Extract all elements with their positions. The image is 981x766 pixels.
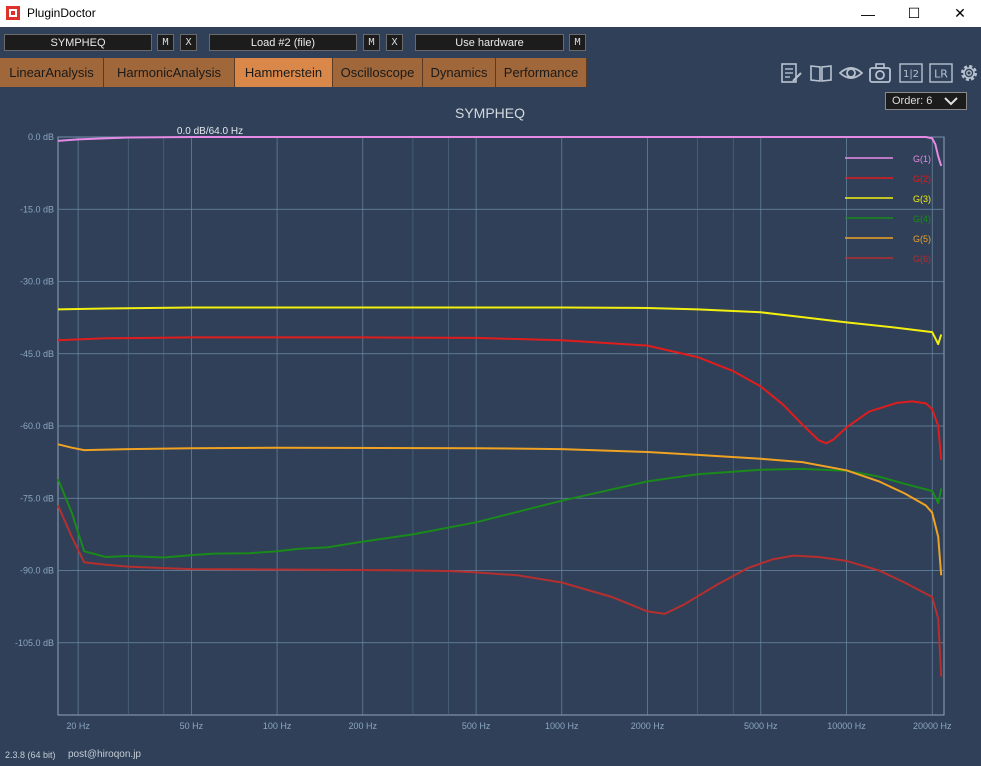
x-tick-label: 100 Hz xyxy=(263,721,292,731)
plugin-b-remove-button[interactable]: X xyxy=(386,34,403,51)
x-tick-label: 20000 Hz xyxy=(913,721,952,731)
cursor-readout: 0.0 dB/64.0 Hz xyxy=(177,126,243,137)
plugin-a-remove-button[interactable]: X xyxy=(180,34,197,51)
tab-linear-analysis[interactable]: LinearAnalysis xyxy=(0,58,104,87)
plugin-b-menu-button[interactable]: M xyxy=(363,34,380,51)
tab-performance[interactable]: Performance xyxy=(496,58,587,87)
order-select-label: Order: 6 xyxy=(892,95,933,107)
eye-icon[interactable] xyxy=(839,62,863,84)
hardware-menu-button[interactable]: M xyxy=(569,34,586,51)
x-tick-label: 1000 Hz xyxy=(545,721,579,731)
x-tick-label: 10000 Hz xyxy=(827,721,866,731)
analysis-tabs: LinearAnalysis HarmonicAnalysis Hammerst… xyxy=(0,58,981,87)
close-button[interactable]: ✕ xyxy=(954,5,966,21)
y-axis-labels: 0.0 dB -15.0 dB -30.0 dB -45.0 dB -60.0 dB -7… xyxy=(15,132,54,648)
x-tick-label: 200 Hz xyxy=(349,721,378,731)
series-line-g4 xyxy=(57,467,943,559)
x-tick-label: 2000 Hz xyxy=(631,721,665,731)
series-line-g1 xyxy=(57,136,943,167)
chart-series xyxy=(57,136,943,677)
window-title: PluginDoctor xyxy=(27,6,96,20)
y-tick-label: -30.0 dB xyxy=(20,277,54,287)
chart-title: SYMPHEQ xyxy=(455,105,525,121)
use-hardware-field[interactable]: Use hardware xyxy=(415,34,564,51)
maximize-button[interactable]: ☐ xyxy=(907,5,921,21)
y-tick-label: 0.0 dB xyxy=(28,132,54,142)
tab-hammerstein[interactable]: Hammerstein xyxy=(235,58,333,87)
y-tick-label: -15.0 dB xyxy=(20,204,54,214)
chart-legend: G(1) G(2) G(3) G(4) G(5) G(6) xyxy=(845,154,931,264)
x-tick-label: 20 Hz xyxy=(66,721,90,731)
plugin-b-field[interactable]: Load #2 (file) xyxy=(209,34,357,51)
series-line-g2 xyxy=(57,336,943,460)
x-axis-labels: 20 Hz 50 Hz 100 Hz 200 Hz 500 Hz 1000 Hz 2000 … xyxy=(66,721,952,731)
chart-grid xyxy=(57,136,945,716)
gear-icon[interactable] xyxy=(957,62,981,84)
tab-harmonic-analysis[interactable]: HarmonicAnalysis xyxy=(104,58,235,87)
legend-label: G(2) xyxy=(913,174,931,184)
series-line-g5 xyxy=(57,443,943,576)
plugin-toolbar: SYMPHEQ M X Load #2 (file) M X Use hardw… xyxy=(0,27,981,58)
y-tick-label: -75.0 dB xyxy=(20,493,54,503)
camera-icon[interactable] xyxy=(868,62,892,84)
plugin-a-menu-button[interactable]: M xyxy=(157,34,174,51)
app-logo-icon xyxy=(6,6,20,20)
series-line-g6 xyxy=(57,505,943,677)
notes-icon[interactable] xyxy=(779,62,803,84)
lr-icon[interactable]: LR xyxy=(929,62,953,84)
hammerstein-chart[interactable]: SYMPHEQ 0.0 dB/64.0 Hz 0.0 dB -15.0 dB -30… xyxy=(0,88,981,738)
split-icon-label: 1|2 xyxy=(903,69,919,80)
order-select[interactable]: Order: 6 xyxy=(885,92,967,110)
split-icon[interactable]: 1|2 xyxy=(899,62,923,84)
y-tick-label: -105.0 dB xyxy=(15,638,54,648)
title-bar: PluginDoctor — ☐ ✕ xyxy=(0,0,981,27)
series-line-g3 xyxy=(57,306,943,346)
legend-label: G(6) xyxy=(913,254,931,264)
plugin-a-field[interactable]: SYMPHEQ xyxy=(4,34,152,51)
book-icon[interactable] xyxy=(809,62,833,84)
lr-icon-label: LR xyxy=(934,68,948,81)
y-tick-label: -45.0 dB xyxy=(20,349,54,359)
x-tick-label: 50 Hz xyxy=(180,721,204,731)
contact-email: post@hiroqon.jp xyxy=(68,749,141,760)
tab-dynamics[interactable]: Dynamics xyxy=(423,58,496,87)
x-tick-label: 500 Hz xyxy=(462,721,491,731)
legend-label: G(1) xyxy=(913,154,931,164)
legend-label: G(3) xyxy=(913,194,931,204)
minimize-button[interactable]: — xyxy=(861,5,875,22)
x-tick-label: 5000 Hz xyxy=(744,721,778,731)
tab-oscilloscope[interactable]: Oscilloscope xyxy=(333,58,423,87)
version-label: 2.3.8 (64 bit) xyxy=(5,750,56,760)
legend-label: G(5) xyxy=(913,234,931,244)
y-tick-label: -60.0 dB xyxy=(20,421,54,431)
chevron-down-icon xyxy=(944,97,958,106)
legend-label: G(4) xyxy=(913,214,931,224)
y-tick-label: -90.0 dB xyxy=(20,566,54,576)
